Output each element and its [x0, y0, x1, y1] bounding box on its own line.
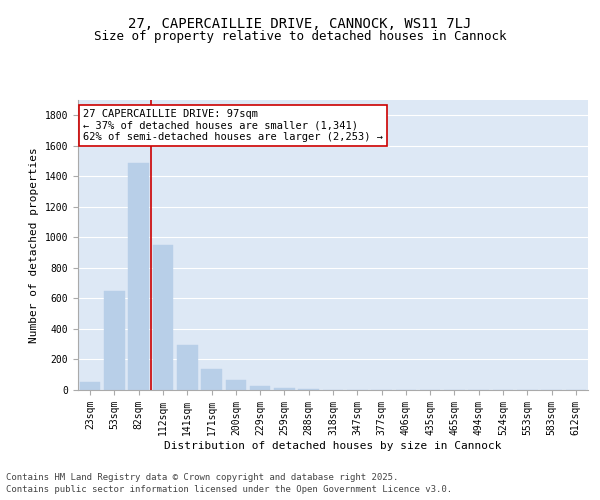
Text: Contains HM Land Registry data © Crown copyright and database right 2025.: Contains HM Land Registry data © Crown c…	[6, 472, 398, 482]
Bar	[298, 389, 319, 390]
Bar	[104, 291, 125, 390]
Bar	[177, 345, 197, 390]
Bar	[152, 245, 173, 390]
Bar	[226, 380, 246, 390]
X-axis label: Distribution of detached houses by size in Cannock: Distribution of detached houses by size …	[164, 440, 502, 450]
Y-axis label: Number of detached properties: Number of detached properties	[29, 147, 39, 343]
Text: Contains public sector information licensed under the Open Government Licence v3: Contains public sector information licen…	[6, 485, 452, 494]
Text: 27 CAPERCAILLIE DRIVE: 97sqm
← 37% of detached houses are smaller (1,341)
62% of: 27 CAPERCAILLIE DRIVE: 97sqm ← 37% of de…	[83, 108, 383, 142]
Bar	[250, 386, 271, 390]
Bar	[80, 382, 100, 390]
Bar	[128, 162, 149, 390]
Bar	[201, 370, 222, 390]
Text: 27, CAPERCAILLIE DRIVE, CANNOCK, WS11 7LJ: 27, CAPERCAILLIE DRIVE, CANNOCK, WS11 7L…	[128, 18, 472, 32]
Text: Size of property relative to detached houses in Cannock: Size of property relative to detached ho…	[94, 30, 506, 43]
Bar	[274, 388, 295, 390]
